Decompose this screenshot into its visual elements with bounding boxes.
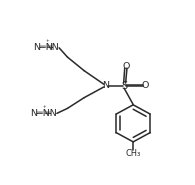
Text: N═N: N═N bbox=[33, 43, 52, 52]
Text: O: O bbox=[142, 81, 149, 90]
Text: S: S bbox=[121, 81, 127, 91]
Text: N: N bbox=[102, 81, 109, 90]
Text: N═N: N═N bbox=[30, 109, 50, 118]
Text: O: O bbox=[122, 62, 130, 71]
Text: ⁺: ⁺ bbox=[43, 106, 46, 112]
Text: ═N: ═N bbox=[44, 109, 57, 118]
Text: ⁺: ⁺ bbox=[45, 40, 49, 46]
Text: CH₃: CH₃ bbox=[126, 149, 141, 158]
Text: ═N: ═N bbox=[47, 43, 59, 52]
